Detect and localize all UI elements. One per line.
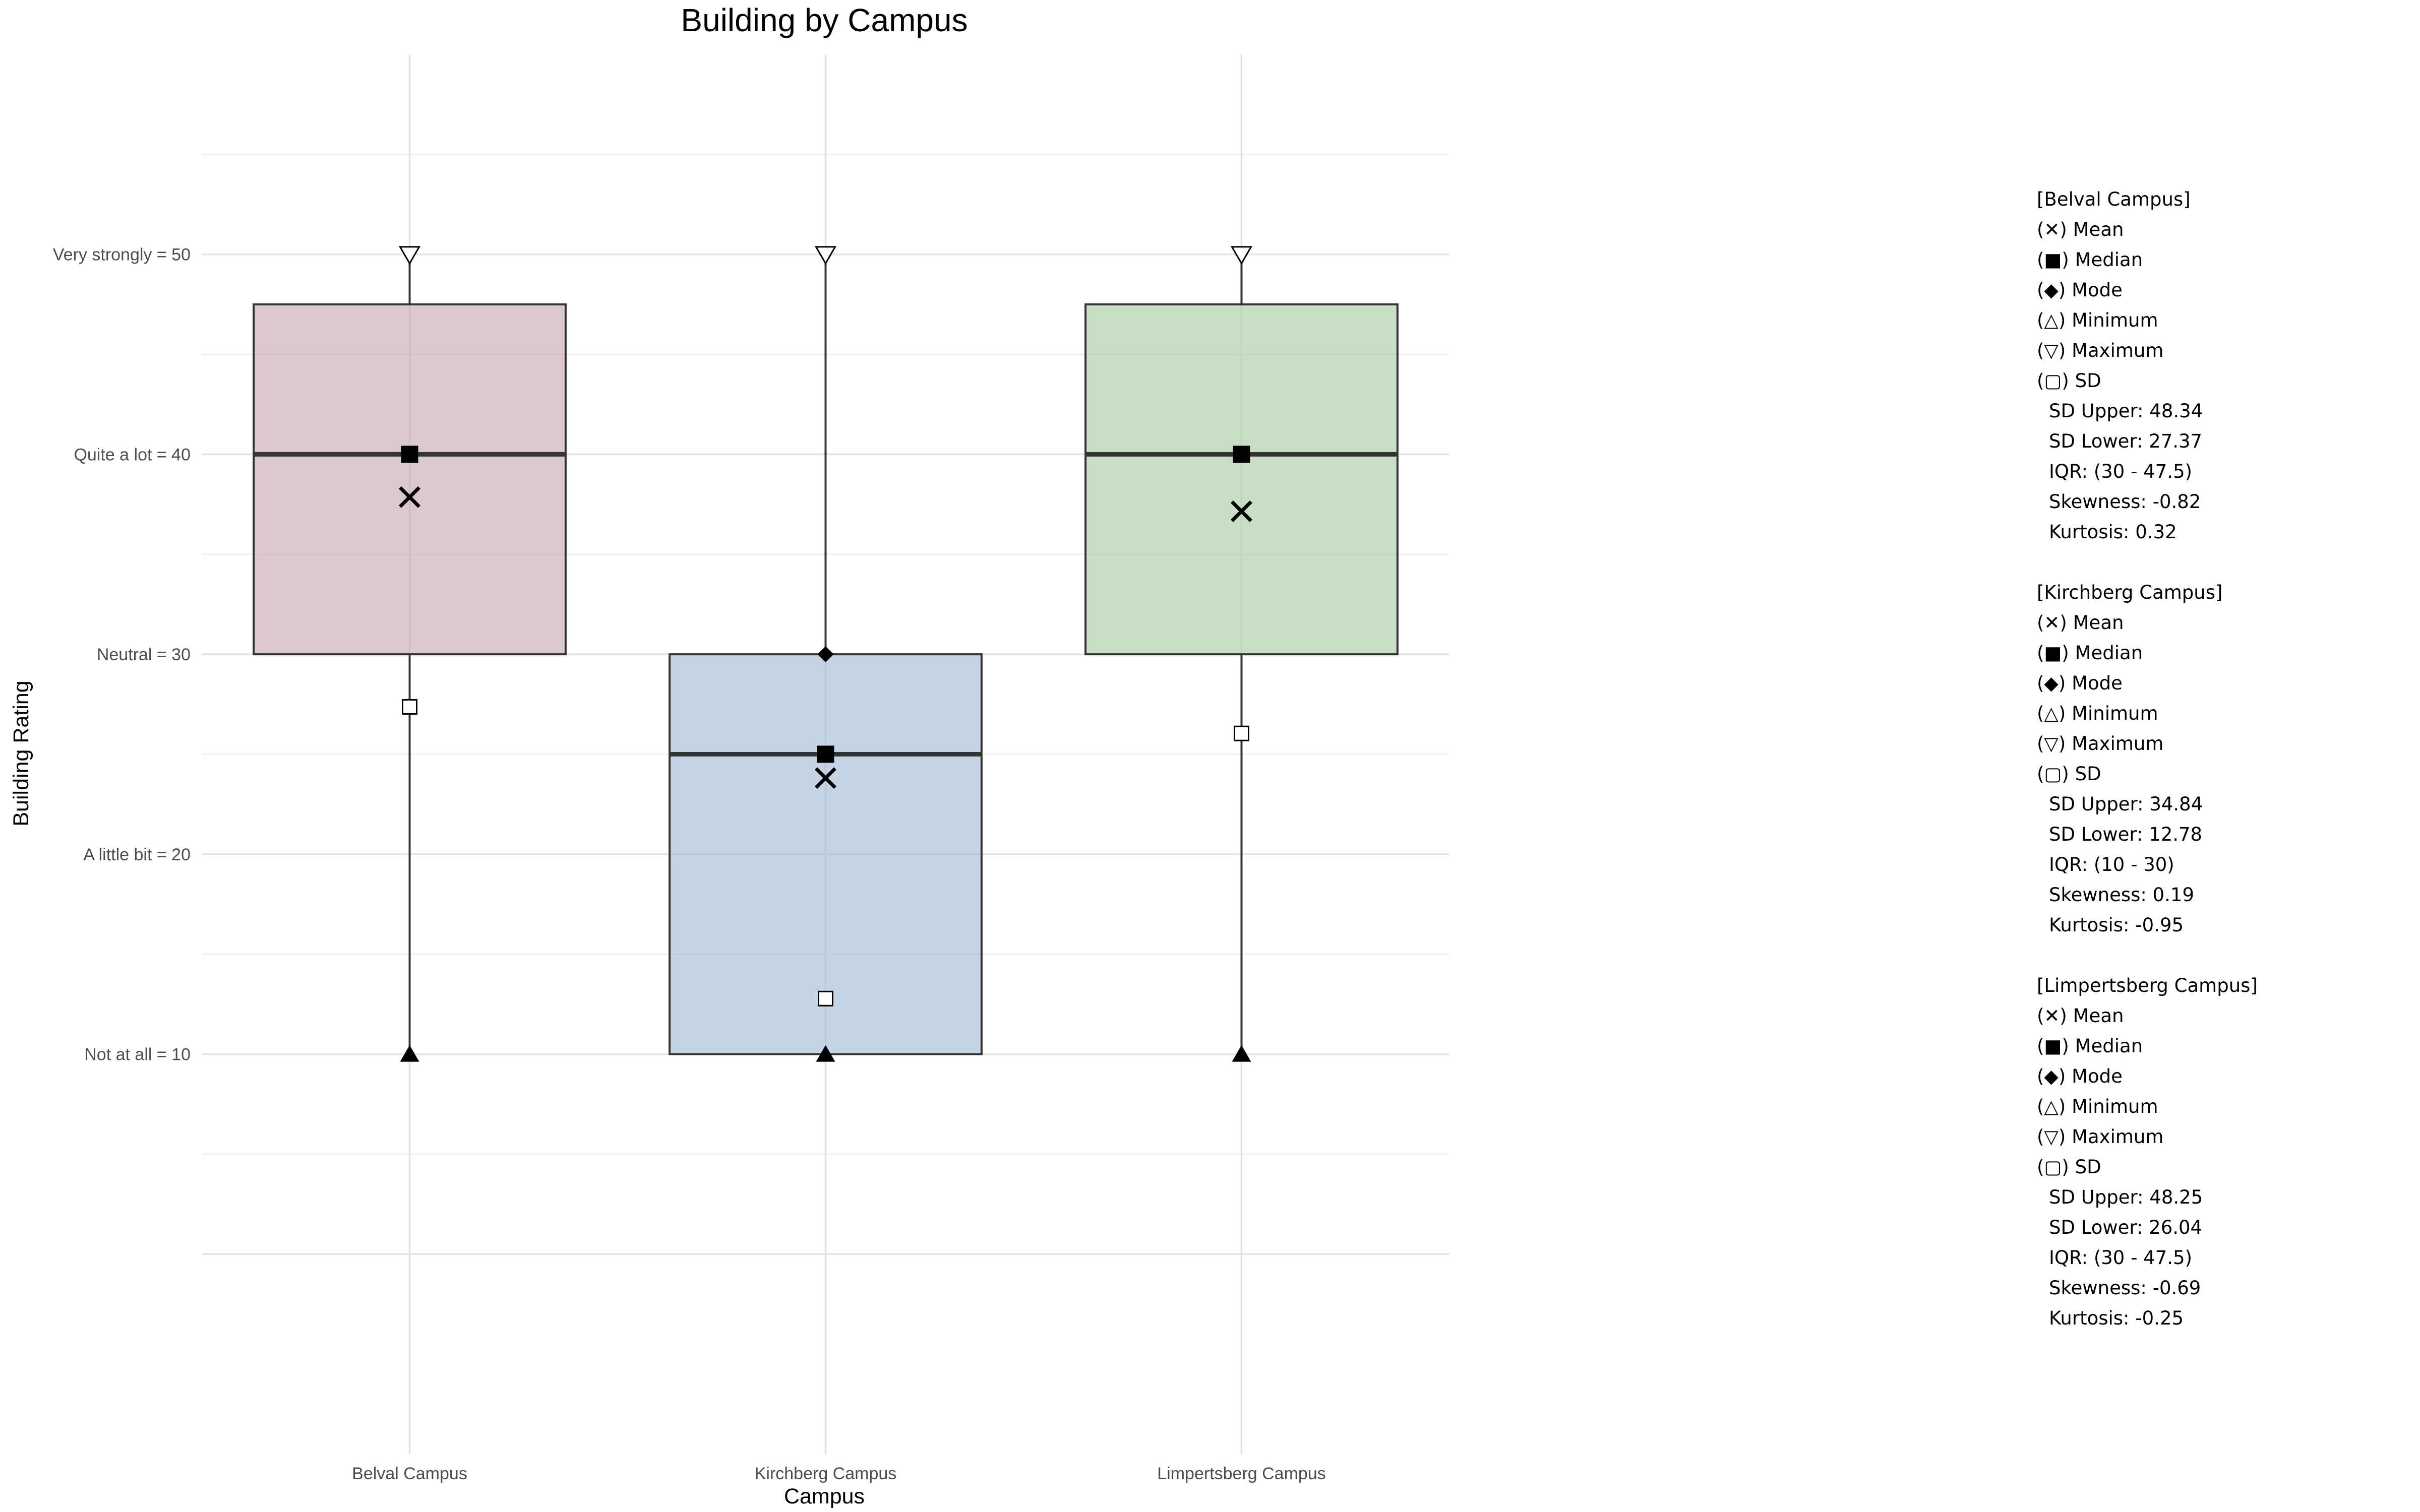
stats-legend-item: (✕) Mean — [2037, 219, 2124, 240]
x-tick-label: Kirchberg Campus — [755, 1464, 897, 1483]
y-axis-ticks: Not at all = 10 A little bit = 20 Neutral … — [53, 245, 191, 1064]
stats-legend-item: (▢) SD — [2037, 370, 2101, 392]
stats-value: SD Upper: 48.34 — [2049, 400, 2203, 422]
sd-marker — [818, 990, 833, 1006]
y-tick-label: Very strongly = 50 — [53, 245, 191, 265]
median-marker — [401, 446, 418, 463]
stats-block: [Limpertsberg Campus] (✕) Mean (■) Median (… — [2037, 971, 2390, 1334]
mean-marker — [399, 486, 420, 508]
stats-block: [Belval Campus] (✕) Mean (■) Median (◆) Mod… — [2037, 184, 2390, 547]
y-axis-label: Building Rating — [9, 680, 33, 826]
stats-value: Kurtosis: -0.95 — [2049, 914, 2184, 936]
x-axis-ticks: Belval Campus Kirchberg Campus Limpertsber… — [352, 1464, 1326, 1483]
x-axis-label: Campus — [784, 1484, 865, 1508]
minimum-marker — [816, 1045, 835, 1062]
minimum-marker — [400, 1045, 419, 1062]
stats-legend-item: (■) Median — [2037, 249, 2143, 271]
mean-marker — [1231, 500, 1252, 522]
stats-value: IQR: (30 - 47.5) — [2049, 461, 2193, 482]
stats-legend-item: (▽) Maximum — [2037, 733, 2164, 754]
x-tick-label: Limpertsberg Campus — [1157, 1464, 1325, 1483]
median-marker — [1233, 446, 1250, 463]
y-tick-label: Neutral = 30 — [97, 645, 191, 664]
iqr-box — [669, 653, 983, 1055]
stats-header: [Belval Campus] — [2037, 188, 2191, 210]
stats-value: SD Upper: 48.25 — [2049, 1186, 2203, 1208]
stats-value: SD Lower: 26.04 — [2049, 1217, 2203, 1238]
stats-legend-item: (▽) Maximum — [2037, 340, 2164, 361]
stats-value: IQR: (30 - 47.5) — [2049, 1247, 2193, 1269]
sd-marker — [1234, 725, 1249, 741]
stats-value: SD Lower: 27.37 — [2049, 430, 2203, 452]
y-tick-label: Not at all = 10 — [84, 1045, 191, 1064]
iqr-box — [1084, 303, 1399, 656]
stats-value: IQR: (10 - 30) — [2049, 854, 2174, 875]
stats-legend-item: (△) Minimum — [2037, 1096, 2158, 1117]
maximum-marker — [398, 246, 421, 265]
maximum-marker — [1230, 246, 1253, 265]
stats-header: [Limpertsberg Campus] — [2037, 975, 2258, 996]
stats-value: Kurtosis: -0.25 — [2049, 1307, 2184, 1329]
box-group — [669, 246, 983, 1062]
stats-legend-item: (■) Median — [2037, 642, 2143, 664]
stats-value: SD Upper: 34.84 — [2049, 793, 2203, 815]
box-group — [1084, 246, 1399, 1062]
box-group — [253, 246, 567, 1062]
stats-value: Skewness: 0.19 — [2049, 884, 2194, 906]
stats-legend-item: (△) Minimum — [2037, 703, 2158, 724]
stats-legend-item: (▽) Maximum — [2037, 1126, 2164, 1148]
stats-value: Skewness: -0.82 — [2049, 491, 2201, 513]
iqr-box — [253, 303, 567, 656]
stats-value: Kurtosis: 0.32 — [2049, 521, 2177, 543]
stats-legend-item: (▢) SD — [2037, 763, 2101, 785]
stats-legend-item: (■) Median — [2037, 1035, 2143, 1057]
y-tick-label: A little bit = 20 — [83, 845, 191, 864]
stats-legend-item: (◆) Mode — [2037, 279, 2123, 301]
minimum-marker — [1232, 1045, 1251, 1062]
y-tick-label: Quite a lot = 40 — [74, 445, 191, 464]
stats-legend-item: (✕) Mean — [2037, 1005, 2124, 1027]
boxes-layer — [253, 246, 1399, 1062]
sd-marker — [402, 699, 417, 715]
median-marker — [817, 745, 834, 763]
stats-legend-item: (▢) SD — [2037, 1156, 2101, 1178]
stats-legend-item: (△) Minimum — [2037, 309, 2158, 331]
stats-header: [Kirchberg Campus] — [2037, 582, 2223, 603]
stats-panel: [Belval Campus] (✕) Mean (■) Median (◆) Mod… — [2037, 184, 2390, 1364]
stats-legend-item: (◆) Mode — [2037, 672, 2123, 694]
stats-value: SD Lower: 12.78 — [2049, 824, 2203, 845]
x-tick-label: Belval Campus — [352, 1464, 467, 1483]
stats-value: Skewness: -0.69 — [2049, 1277, 2201, 1299]
mean-marker — [815, 767, 836, 789]
stats-legend-item: (✕) Mean — [2037, 612, 2124, 634]
stats-block: [Kirchberg Campus] (✕) Mean (■) Median (◆) … — [2037, 578, 2390, 940]
maximum-marker — [814, 246, 837, 265]
chart-title: Building by Campus — [681, 2, 967, 38]
stats-legend-item: (◆) Mode — [2037, 1065, 2123, 1087]
mode-marker — [817, 646, 834, 663]
